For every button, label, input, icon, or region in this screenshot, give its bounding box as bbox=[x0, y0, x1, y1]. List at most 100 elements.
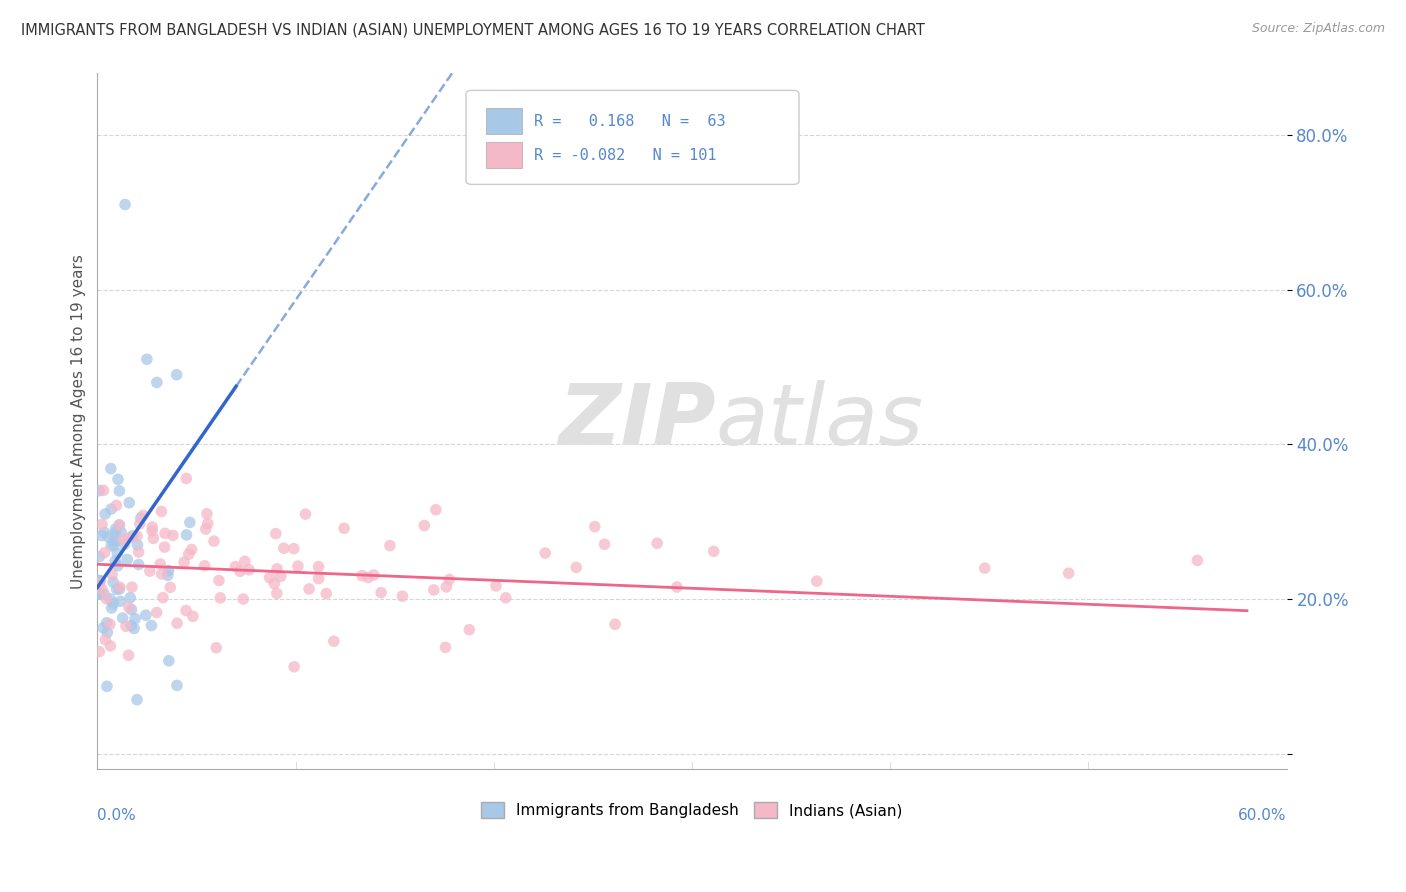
Point bbox=[149, 557, 172, 571]
Text: ZIP: ZIP bbox=[558, 380, 716, 463]
Point bbox=[153, 540, 176, 554]
Point bbox=[603, 617, 626, 632]
Point bbox=[174, 603, 197, 617]
Point bbox=[283, 541, 305, 556]
Point bbox=[135, 608, 157, 623]
Point bbox=[105, 582, 128, 597]
Point bbox=[104, 525, 127, 540]
Point bbox=[108, 517, 131, 532]
Point bbox=[103, 575, 125, 590]
Point bbox=[156, 568, 179, 582]
Point bbox=[100, 461, 122, 475]
Point bbox=[703, 544, 725, 558]
Point bbox=[157, 654, 180, 668]
Point bbox=[259, 571, 281, 585]
Point bbox=[94, 507, 117, 521]
Text: 60.0%: 60.0% bbox=[1239, 807, 1286, 822]
Point bbox=[89, 587, 111, 601]
Point bbox=[238, 563, 260, 577]
Point bbox=[129, 511, 152, 525]
Point bbox=[89, 576, 111, 591]
Point bbox=[283, 660, 305, 674]
Point bbox=[565, 560, 588, 574]
Point bbox=[357, 570, 380, 584]
Point bbox=[97, 530, 120, 544]
Point bbox=[93, 483, 115, 498]
Point bbox=[166, 616, 188, 631]
Point bbox=[141, 520, 163, 534]
Point bbox=[89, 645, 111, 659]
Point bbox=[534, 546, 557, 560]
Point bbox=[141, 524, 163, 538]
Text: R = -0.082   N = 101: R = -0.082 N = 101 bbox=[534, 148, 716, 162]
Point bbox=[180, 542, 202, 557]
Point bbox=[352, 568, 374, 582]
Point bbox=[121, 602, 143, 616]
FancyBboxPatch shape bbox=[486, 142, 522, 169]
Point bbox=[202, 534, 225, 549]
Point bbox=[89, 549, 111, 564]
Point bbox=[89, 586, 111, 600]
Point bbox=[1187, 553, 1209, 567]
Point bbox=[114, 537, 136, 551]
Point bbox=[103, 533, 125, 548]
Point bbox=[91, 582, 114, 597]
Point bbox=[177, 547, 200, 561]
Point bbox=[115, 619, 138, 633]
Point bbox=[1057, 566, 1080, 581]
Point bbox=[107, 546, 129, 560]
Point bbox=[96, 591, 118, 606]
Point bbox=[176, 528, 198, 542]
Point bbox=[209, 591, 232, 605]
Point bbox=[128, 558, 150, 572]
Point bbox=[96, 615, 118, 630]
Point bbox=[110, 525, 132, 540]
Point bbox=[127, 538, 149, 552]
Point bbox=[100, 502, 122, 516]
Point bbox=[157, 564, 180, 578]
Point bbox=[270, 569, 292, 583]
Point bbox=[93, 525, 115, 540]
Point bbox=[264, 526, 287, 541]
Point bbox=[107, 472, 129, 486]
Point bbox=[229, 564, 252, 578]
Point bbox=[89, 574, 111, 588]
Point bbox=[363, 568, 385, 582]
Point bbox=[93, 546, 115, 560]
Point bbox=[139, 564, 162, 578]
Point bbox=[645, 536, 668, 550]
Point bbox=[495, 591, 517, 605]
Point bbox=[122, 622, 145, 636]
Point bbox=[333, 521, 356, 535]
Point bbox=[152, 591, 174, 605]
Point bbox=[181, 609, 204, 624]
Point bbox=[89, 483, 111, 498]
Point bbox=[485, 579, 508, 593]
Point bbox=[425, 502, 447, 516]
Point bbox=[315, 586, 337, 600]
Point bbox=[806, 574, 828, 589]
Point bbox=[159, 580, 181, 594]
Point bbox=[434, 640, 457, 655]
Point bbox=[665, 580, 688, 594]
Point bbox=[121, 580, 143, 594]
Point bbox=[91, 621, 114, 635]
Text: IMMIGRANTS FROM BANGLADESH VS INDIAN (ASIAN) UNEMPLOYMENT AMONG AGES 16 TO 19 YE: IMMIGRANTS FROM BANGLADESH VS INDIAN (AS… bbox=[21, 22, 925, 37]
Point bbox=[150, 567, 173, 582]
Point bbox=[118, 496, 141, 510]
Point bbox=[146, 376, 169, 390]
Text: 0.0%: 0.0% bbox=[97, 807, 136, 822]
Point bbox=[166, 368, 188, 382]
Point bbox=[423, 582, 446, 597]
Point bbox=[142, 532, 165, 546]
Point bbox=[150, 504, 173, 518]
Point bbox=[94, 632, 117, 647]
Point bbox=[110, 594, 132, 608]
Point bbox=[273, 541, 295, 556]
Point bbox=[108, 582, 131, 596]
Point bbox=[298, 582, 321, 596]
Point bbox=[124, 612, 146, 626]
Point bbox=[96, 625, 118, 640]
Point bbox=[593, 537, 616, 551]
Point bbox=[108, 518, 131, 533]
